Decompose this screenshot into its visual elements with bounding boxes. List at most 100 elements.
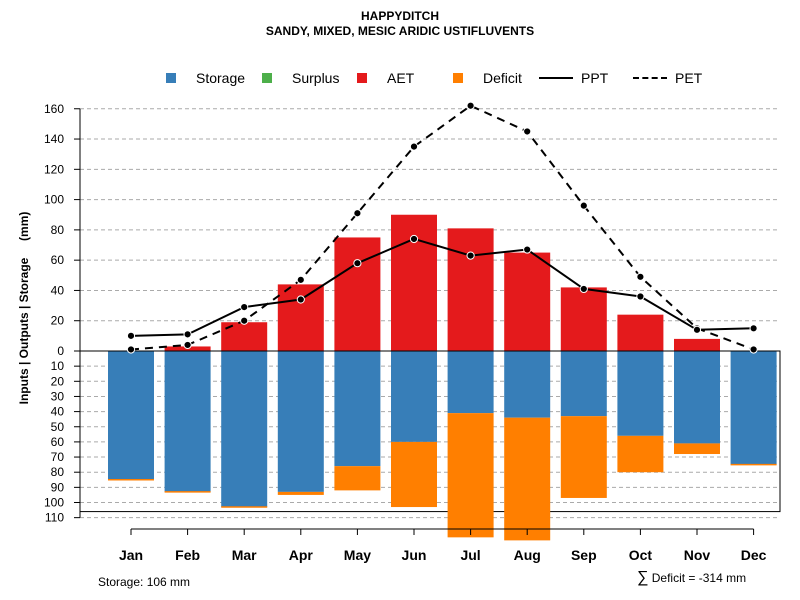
storage-bar-apr [277,351,324,492]
y-tick-label: 0 [57,344,64,358]
y-tick-label: 40 [51,405,65,419]
legend-line-pet [633,77,667,79]
y-tick-label: 30 [51,389,65,403]
aet-bar-aug [504,252,551,351]
deficit-bar-jun [391,441,437,508]
legend-item-ppt: PPT [539,70,608,86]
deficit-bar-oct [617,435,664,473]
pet-point-may [353,209,362,218]
y-tick-label: 60 [51,253,65,267]
aet-bar-sep [560,287,607,351]
pet-point-mar [240,316,249,325]
storage-bar-oct [617,351,664,436]
ppt-line [130,237,754,337]
x-tick-label-apr: Apr [289,547,314,563]
y-tick-label: 20 [51,314,65,328]
aet-bar-jul [447,228,494,351]
storage-bar-feb [164,351,211,492]
pet-line [130,104,754,351]
y-tick-label: 90 [51,480,65,494]
aet-bar-apr [277,284,324,351]
ppt-point-oct [636,292,645,301]
y-tick-label: 100 [44,496,64,510]
ppt-point-feb [183,330,192,339]
ppt-point-may [353,259,362,268]
y-tick-label: 70 [51,450,65,464]
legend-label-storage: Storage [196,70,246,86]
x-tick-label-jul: Jul [460,547,480,563]
ppt-point-apr [296,295,305,304]
legend-swatch-deficit [453,73,463,83]
storage-bar-sep [560,351,607,417]
y-tick-label: 120 [44,162,64,176]
legend-swatch-storage [166,73,176,83]
x-tick-label-dec: Dec [741,547,767,563]
deficit-bar-may [334,466,381,491]
pet-point-feb [183,340,192,350]
storage-bar-nov [674,351,720,444]
legend-label-deficit: Deficit [483,70,522,86]
ppt-point-jan [126,331,136,340]
ppt-point-jun [409,234,419,244]
storage-bar-aug [504,351,551,418]
storage-bar-dec [730,351,777,465]
y-tick-label: 20 [51,374,65,388]
y-tick-label: 160 [44,102,64,116]
x-tick-label-aug: Aug [514,547,541,563]
storage-bar-jan [108,351,154,480]
legend-item-aet: AET [357,70,414,86]
legend-item-pet: PET [633,70,702,86]
deficit-bar-aug [504,417,551,541]
x-tick-label-oct: Oct [629,547,653,563]
x-tick-label-sep: Sep [571,547,597,563]
storage-bar-jun [391,351,437,442]
x-tick-label-jun: Jun [402,547,427,563]
deficit-bar-sep [560,416,607,498]
chart-title: HAPPYDITCH [360,9,439,23]
ppt-point-dec [749,324,758,333]
pet-point-jul [466,101,475,110]
legend-swatch-aet [357,73,367,83]
deficit-footnote-text: Deficit = -314 mm [651,571,747,585]
ppt-point-mar [240,302,249,312]
ppt-point-jul [466,251,475,260]
legend-item-deficit: Deficit [453,70,522,86]
legend-label-ppt: PPT [581,70,609,86]
legend-label-pet: PET [675,70,703,86]
legend-label-aet: AET [387,70,415,86]
y-tick-label: 10 [51,359,65,373]
storage-footnote: Storage: 106 mm [98,575,191,589]
pet-point-jan [126,345,136,354]
pet-point-apr [296,275,305,284]
ppt-point-sep [579,284,588,294]
storage-bar-may [334,351,381,467]
legend-item-storage: Storage [166,70,245,86]
deficit-bar-jul [447,413,494,538]
x-tick-label-jan: Jan [119,547,143,563]
legend-label-surplus: Surplus [292,70,340,86]
y-axis-label: Inputs | Outputs | Storage (mm) [17,212,31,405]
sigma-symbol: ∑ [637,569,649,586]
x-tick-label-nov: Nov [684,547,711,563]
chart-subtitle: SANDY, MIXED, MESIC ARIDIC USTIFLUVENTS [265,24,535,38]
pet-point-aug [523,127,532,136]
y-tick-label: 80 [51,465,65,479]
storage-bar-jul [447,351,494,414]
ppt-point-nov [692,325,702,334]
deficit-bar-apr [277,491,324,495]
pet-point-jun [409,142,419,151]
legend-swatch-surplus [262,73,272,83]
x-tick-label-mar: Mar [232,547,257,563]
x-tick-label-feb: Feb [175,547,200,563]
y-tick-label: 60 [51,435,65,449]
y-tick-label: 140 [44,132,64,146]
legend-line-ppt [539,77,573,79]
y-tick-label: 40 [51,283,65,297]
ppt-point-aug [523,245,532,254]
y-tick-label: 110 [45,511,64,525]
y-tick-label: 100 [44,193,64,207]
legend: Storage Surplus AET Deficit PPT PET [0,70,800,90]
deficit-bar-nov [674,443,720,455]
pet-point-dec [749,345,758,354]
